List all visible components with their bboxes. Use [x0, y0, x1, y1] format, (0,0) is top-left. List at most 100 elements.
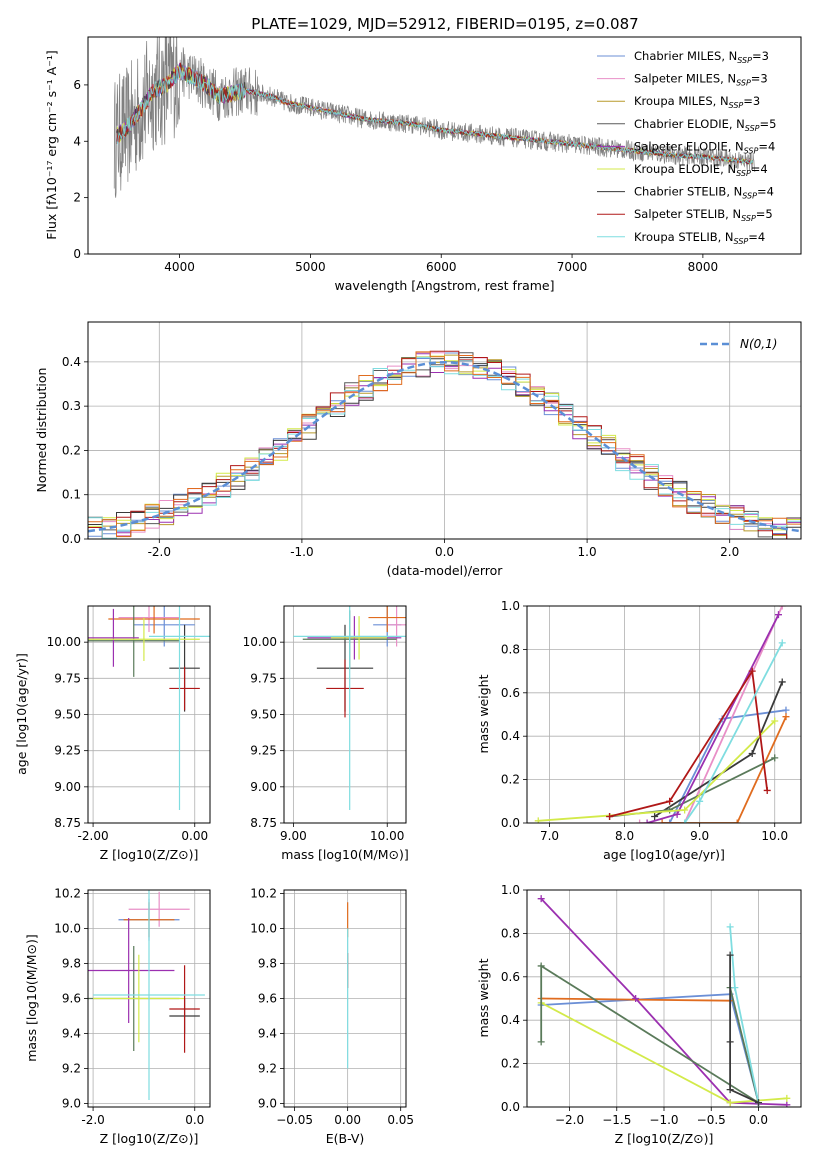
data-point — [778, 639, 786, 647]
data-point — [774, 611, 782, 619]
x-tick-label: 7000 — [557, 260, 588, 274]
y-axis-label: age [log10(age/yr)] — [14, 653, 29, 775]
legend-entry-subscript: SSP — [734, 237, 749, 246]
x-tick-label: −1.5 — [602, 1113, 631, 1127]
data-point — [673, 810, 681, 818]
y-tick-label: 9.50 — [54, 708, 81, 722]
axes-frame — [283, 889, 407, 1108]
y-tick-label: 0.2 — [501, 773, 520, 787]
axes-frame — [526, 605, 802, 824]
x-tick-label: 6000 — [426, 260, 457, 274]
data-point — [731, 984, 739, 992]
x-tick-label: −2.0 — [555, 1113, 584, 1127]
data-point — [606, 812, 614, 820]
legend-entry-count: =5 — [760, 117, 777, 131]
y-tick-label: 9.0 — [258, 1097, 277, 1111]
data-point — [658, 819, 666, 823]
y-tick-label: 2 — [73, 191, 81, 205]
x-tick-label: 9.00 — [280, 829, 307, 843]
x-axis-label: age [log10(age/yr)] — [603, 847, 725, 862]
series-line — [729, 955, 759, 1104]
x-tick-label: 5000 — [295, 260, 326, 274]
x-tick-label: 8.0 — [615, 829, 634, 843]
legend-entry: Salpeter ELODIE, NSSP=4 — [634, 139, 775, 155]
y-tick-label: 9.00 — [250, 780, 277, 794]
x-tick-label: 0.00 — [334, 1113, 361, 1127]
axes-frame — [283, 605, 407, 824]
data-point — [537, 962, 545, 970]
x-tick-label: −1.0 — [649, 1113, 678, 1127]
legend-entry-count: =4 — [758, 139, 775, 153]
data-point — [537, 895, 545, 903]
y-tick-label: 9.25 — [54, 744, 81, 758]
y-tick-label: 9.75 — [54, 671, 81, 685]
legend-entry-count: =3 — [743, 94, 760, 108]
y-axis-label: mass weight — [476, 674, 491, 753]
legend-entry-count: =4 — [757, 185, 774, 199]
y-tick-label: 0 — [73, 247, 81, 261]
data-point — [726, 1086, 734, 1094]
y-tick-label: 0.0 — [501, 1100, 520, 1114]
data-point — [537, 1038, 545, 1046]
plot-area-mass-weight-vs-age — [534, 606, 790, 823]
data-point — [771, 754, 779, 762]
x-axis-label: (data-model)/error — [387, 563, 504, 578]
y-tick-label: 9.00 — [54, 780, 81, 794]
plot-area-residual-histogram — [88, 350, 801, 539]
y-tick-label: 9.50 — [250, 708, 277, 722]
axes-mass-vs-Z: -2.0 0.0 9.0 9.2 9.4 9.6 9.8 10.0 10.2 Z [log10(Z… — [24, 887, 211, 1146]
data-point — [696, 797, 704, 805]
x-tick-label: −0.5 — [697, 1113, 726, 1127]
x-tick-label: 0.0 — [185, 1113, 204, 1127]
plot-area-spectrum — [113, 37, 756, 198]
axes-frame — [526, 889, 802, 1108]
data-point — [666, 819, 674, 823]
x-tick-label: -2.00 — [78, 829, 109, 843]
axes-residual-histogram: -2.0 -1.0 0.0 1.0 2.0 0.0 0.1 0.2 0.3 0.4 (data-mo… — [34, 321, 802, 578]
x-tick-label: 10.00 — [370, 829, 404, 843]
legend-entry-subscript: SSP — [741, 214, 756, 223]
legend-entry: Kroupa ELODIE, NSSP=4 — [634, 162, 768, 178]
y-tick-label: 10.2 — [54, 887, 81, 901]
axes-mass-vs-ebv: −0.05 0.00 0.05 9.0 9.2 9.4 9.6 9.8 10.0 10.2 E(B-… — [250, 887, 414, 1147]
x-tick-label: -1.0 — [290, 545, 313, 559]
axes-spectrum: 4000 5000 6000 7000 8000 0 2 4 6 wavelength [Angs… — [44, 36, 802, 293]
y-tick-label: 0.2 — [62, 443, 81, 457]
data-point — [681, 806, 689, 814]
y-tick-label: 10.00 — [47, 635, 81, 649]
legend-entry-label: Kroupa ELODIE, N — [634, 162, 736, 176]
data-point — [748, 750, 756, 758]
x-tick-label: −0.05 — [276, 1113, 313, 1127]
legend-entry: Chabrier MILES, NSSP=3 — [634, 49, 769, 65]
series-line — [609, 668, 769, 818]
x-tick-label: 4000 — [164, 260, 195, 274]
axes-frame — [87, 321, 802, 540]
x-tick-label: 1.0 — [578, 545, 597, 559]
data-point — [636, 819, 644, 823]
y-tick-label: 0.6 — [501, 970, 520, 984]
legend-entry-label: Chabrier STELIB, N — [634, 185, 742, 199]
y-tick-label: 0.4 — [62, 355, 81, 369]
data-point — [782, 706, 790, 714]
data-point — [726, 1099, 734, 1107]
y-axis-label: mass weight — [476, 958, 491, 1037]
data-point — [681, 819, 689, 823]
x-tick-label: 0.00 — [181, 829, 208, 843]
data-point — [782, 713, 790, 721]
y-tick-label: 9.8 — [62, 957, 81, 971]
legend-entry-subscript: SSP — [729, 101, 744, 110]
y-tick-label: 8.75 — [250, 816, 277, 830]
legend-entry-count: =3 — [752, 49, 769, 63]
y-tick-label: 10.00 — [243, 635, 277, 649]
y-tick-label: 10.2 — [250, 887, 277, 901]
y-tick-label: 10.0 — [54, 922, 81, 936]
y-tick-label: 0.4 — [501, 1013, 520, 1027]
legend-entry: Chabrier STELIB, NSSP=4 — [634, 185, 774, 201]
axes-mass-weight-vs-Z: −2.0 −1.5 −1.0 −0.5 0.0 0.0 0.2 0.4 0.6 0.8 1.0 Z [… — [476, 883, 802, 1146]
x-axis-label: Z [log10(Z/Z⊙)] — [100, 847, 199, 862]
x-axis-label: Z [log10(Z/Z⊙)] — [615, 1131, 714, 1146]
y-tick-label: 9.8 — [258, 957, 277, 971]
